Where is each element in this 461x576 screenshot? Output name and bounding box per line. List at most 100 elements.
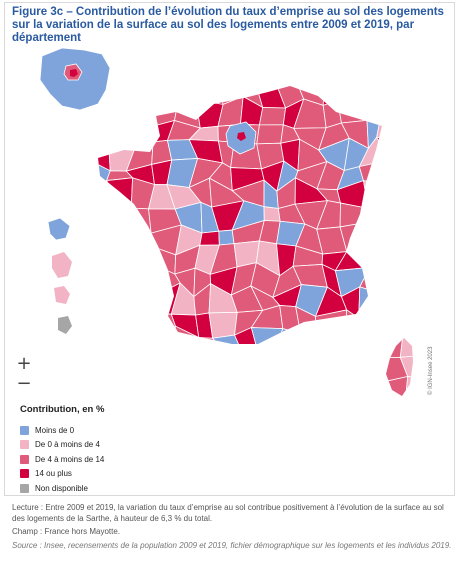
map <box>39 47 413 396</box>
legend-swatch <box>20 483 29 493</box>
note-champ: Champ : France hors Mayotte. <box>12 527 121 536</box>
department <box>109 241 134 276</box>
department <box>145 325 177 344</box>
department <box>344 309 368 340</box>
credit: © IGN-Insee 2023 <box>428 346 434 395</box>
department <box>108 311 136 329</box>
legend-title: Contribution, en % <box>20 404 105 415</box>
department <box>385 179 410 213</box>
overseas <box>47 217 72 334</box>
department <box>177 86 197 102</box>
legend-label: Non disponible <box>35 483 88 493</box>
department <box>358 313 382 340</box>
legend-label: De 0 à moins de 4 <box>35 440 100 450</box>
department <box>98 114 112 141</box>
note-source: Source : Insee, recensements de la popul… <box>12 540 452 550</box>
department <box>337 86 371 102</box>
legend-label: 14 ou plus <box>35 469 72 479</box>
department <box>379 229 382 249</box>
department <box>108 326 136 344</box>
department <box>263 206 281 222</box>
department <box>135 97 157 126</box>
department <box>275 328 302 344</box>
department <box>337 95 370 124</box>
department <box>356 222 382 249</box>
legend-swatch <box>20 469 29 479</box>
figure-title: Figure 3c – Contribution de l’évolution … <box>12 6 444 44</box>
department <box>114 225 135 248</box>
legend: Contribution, en % Moins de 0 De 0 à moin… <box>20 404 104 496</box>
department <box>375 136 382 161</box>
department <box>218 229 235 246</box>
department <box>356 245 382 268</box>
legend-item: Moins de 0 <box>20 423 104 438</box>
department <box>258 107 287 126</box>
zoom-out[interactable]: − <box>12 374 36 394</box>
department <box>98 139 111 172</box>
legend-swatch <box>20 425 29 435</box>
department <box>131 311 161 337</box>
mainland-regions <box>98 86 410 344</box>
department <box>109 265 134 296</box>
zoom-in[interactable]: + <box>12 354 36 374</box>
department <box>136 86 157 105</box>
legend-item: De 4 à moins de 14 <box>20 452 104 467</box>
department <box>293 331 317 344</box>
department <box>360 207 382 233</box>
department <box>361 86 382 97</box>
department <box>98 289 112 316</box>
department <box>250 327 284 344</box>
note-lecture: Lecture : Entre 2009 et 2019, la variati… <box>12 503 444 523</box>
department <box>366 95 381 123</box>
legend-swatch <box>20 454 29 464</box>
department <box>108 289 134 315</box>
department <box>358 286 382 319</box>
department <box>98 225 116 249</box>
department <box>376 117 382 140</box>
department <box>130 207 152 234</box>
department <box>378 309 382 331</box>
department <box>313 327 346 344</box>
department <box>107 114 137 147</box>
department <box>234 327 260 344</box>
department <box>381 265 382 296</box>
department <box>124 327 155 344</box>
department <box>131 261 161 296</box>
department <box>404 376 413 396</box>
department <box>384 201 410 232</box>
department <box>98 268 112 296</box>
department <box>399 338 413 358</box>
legend-item: Non disponible <box>20 481 104 496</box>
department <box>385 160 409 184</box>
department <box>357 324 382 344</box>
department <box>104 97 137 118</box>
department <box>377 86 382 108</box>
legend-label: De 4 à moins de 14 <box>35 454 105 464</box>
legend-items: Moins de 0 De 0 à moins de 4 De 4 à moins … <box>20 423 104 496</box>
department <box>208 311 238 339</box>
department <box>339 202 369 228</box>
figure-frame <box>4 2 455 496</box>
department <box>256 124 284 145</box>
department <box>386 376 409 396</box>
department <box>362 180 382 214</box>
paris-inset <box>39 47 111 111</box>
department <box>194 86 224 105</box>
department <box>358 136 382 168</box>
department <box>199 230 220 246</box>
legend-item: 14 ou plus <box>20 467 104 482</box>
department <box>106 177 134 209</box>
legend-label: Moins de 0 <box>35 425 75 435</box>
notes: Lecture : Entre 2009 et 2019, la variati… <box>12 503 452 554</box>
department <box>115 199 135 233</box>
department <box>98 199 117 234</box>
department <box>131 241 159 267</box>
department <box>98 326 115 344</box>
legend-swatch <box>20 440 29 450</box>
department <box>386 338 406 359</box>
department <box>104 86 137 101</box>
department <box>98 313 110 334</box>
legend-item: De 0 à moins de 4 <box>20 438 104 453</box>
department <box>380 241 382 274</box>
